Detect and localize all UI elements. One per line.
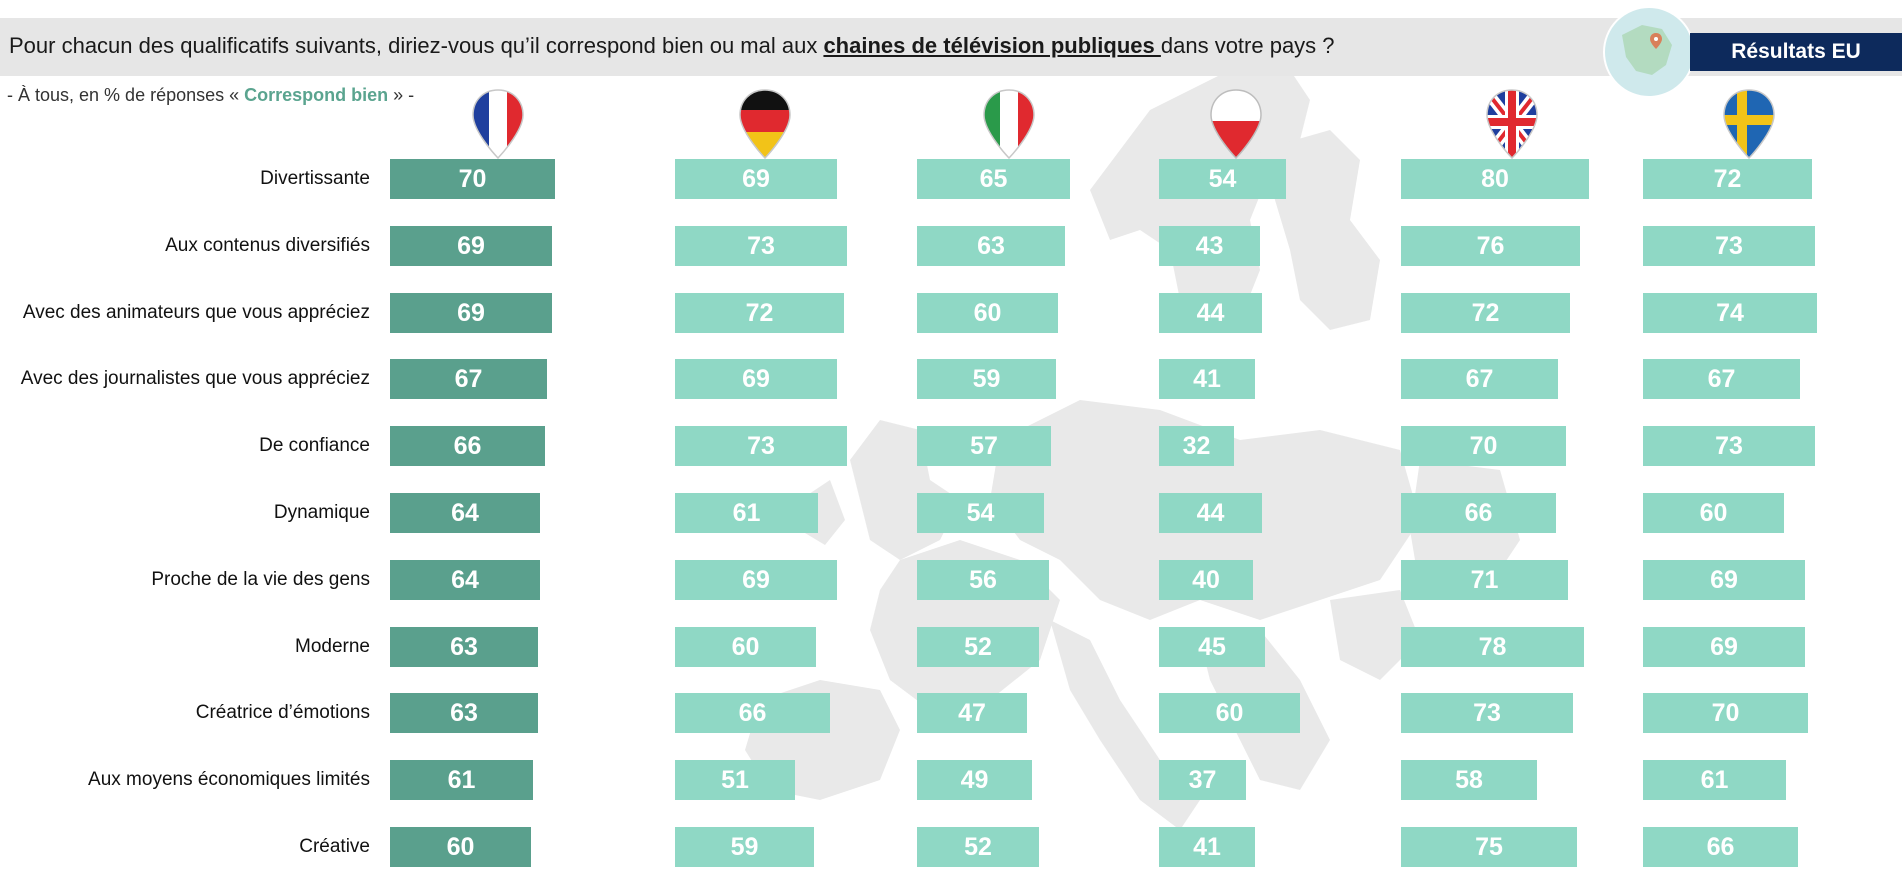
sweden-flag-icon <box>1723 89 1775 160</box>
italy-bar: 47 <box>917 693 1027 733</box>
category-label: Aux contenus diversifiés <box>165 235 370 256</box>
germany-bar: 61 <box>675 493 818 533</box>
poland-bar: 40 <box>1159 560 1253 600</box>
uk-bar: 58 <box>1401 760 1537 800</box>
chart-subtitle: - À tous, en % de réponses « Correspond … <box>7 85 414 106</box>
subtitle-accent: Correspond bien <box>244 85 389 105</box>
category-label: Créative <box>299 836 370 857</box>
france-bar: 60 <box>390 827 531 867</box>
uk-bar: 71 <box>1401 560 1568 600</box>
uk-bar: 75 <box>1401 827 1577 867</box>
poland-bar: 45 <box>1159 627 1265 667</box>
germany-bar: 69 <box>675 560 837 600</box>
italy-bar: 59 <box>917 359 1056 399</box>
france-bar: 61 <box>390 760 533 800</box>
uk-bar: 80 <box>1401 159 1589 199</box>
question-emphasis: chaines de télévision publiques <box>823 33 1161 58</box>
uk-bar: 72 <box>1401 293 1570 333</box>
question-banner <box>0 18 1902 76</box>
poland-bar: 54 <box>1159 159 1286 199</box>
category-label: Divertissante <box>260 168 370 189</box>
category-label: Aux moyens économiques limités <box>88 769 370 790</box>
germany-bar: 59 <box>675 827 814 867</box>
subtitle-part-1: - À tous, en % de réponses « <box>7 85 245 105</box>
category-label: Créatrice d’émotions <box>195 702 370 723</box>
france-bar: 69 <box>390 293 552 333</box>
france-bar: 69 <box>390 226 552 266</box>
sweden-bar: 73 <box>1643 426 1815 466</box>
poland-bar: 43 <box>1159 226 1260 266</box>
uk-bar: 70 <box>1401 426 1566 466</box>
sweden-bar: 69 <box>1643 560 1805 600</box>
italy-bar: 52 <box>917 827 1039 867</box>
poland-bar: 41 <box>1159 359 1255 399</box>
germany-bar: 66 <box>675 693 830 733</box>
italy-bar: 52 <box>917 627 1039 667</box>
uk-flag-icon <box>1486 89 1538 160</box>
category-label: Proche de la vie des gens <box>151 569 370 590</box>
germany-flag-icon <box>739 89 791 160</box>
germany-bar: 69 <box>675 159 837 199</box>
poland-bar: 44 <box>1159 493 1262 533</box>
category-label: Moderne <box>295 636 370 657</box>
france-flag-icon <box>472 89 524 160</box>
poland-bar: 41 <box>1159 827 1255 867</box>
italy-bar: 49 <box>917 760 1032 800</box>
results-eu-badge: Résultats EU <box>1690 33 1902 71</box>
germany-bar: 73 <box>675 426 847 466</box>
france-bar: 70 <box>390 159 555 199</box>
sweden-bar: 74 <box>1643 293 1817 333</box>
poland-bar: 32 <box>1159 426 1234 466</box>
germany-bar: 73 <box>675 226 847 266</box>
globe-icon <box>1603 6 1695 98</box>
germany-bar: 60 <box>675 627 816 667</box>
germany-bar: 69 <box>675 359 837 399</box>
uk-bar: 67 <box>1401 359 1558 399</box>
poland-bar: 37 <box>1159 760 1246 800</box>
sweden-bar: 70 <box>1643 693 1808 733</box>
sweden-bar: 73 <box>1643 226 1815 266</box>
france-bar: 64 <box>390 560 540 600</box>
poland-flag-icon <box>1210 89 1262 160</box>
france-bar: 66 <box>390 426 545 466</box>
france-bar: 67 <box>390 359 547 399</box>
category-label: Dynamique <box>273 502 370 523</box>
sweden-bar: 60 <box>1643 493 1784 533</box>
question-text: Pour chacun des qualificatifs suivants, … <box>9 33 1335 59</box>
italy-bar: 63 <box>917 226 1065 266</box>
sweden-bar: 67 <box>1643 359 1800 399</box>
category-label: De confiance <box>259 435 370 456</box>
poland-bar: 44 <box>1159 293 1262 333</box>
italy-flag-icon <box>983 89 1035 160</box>
category-label: Avec des animateurs que vous appréciez <box>22 302 370 323</box>
italy-bar: 65 <box>917 159 1070 199</box>
france-bar: 64 <box>390 493 540 533</box>
sweden-bar: 72 <box>1643 159 1812 199</box>
uk-bar: 73 <box>1401 693 1573 733</box>
question-part-2: dans votre pays ? <box>1160 33 1335 58</box>
italy-bar: 57 <box>917 426 1051 466</box>
italy-bar: 54 <box>917 493 1044 533</box>
subtitle-part-2: » - <box>388 85 415 105</box>
poland-bar: 60 <box>1159 693 1300 733</box>
france-bar: 63 <box>390 627 538 667</box>
sweden-bar: 69 <box>1643 627 1805 667</box>
question-part-1: Pour chacun des qualificatifs suivants, … <box>9 33 824 58</box>
uk-bar: 66 <box>1401 493 1556 533</box>
uk-bar: 76 <box>1401 226 1580 266</box>
italy-bar: 56 <box>917 560 1049 600</box>
france-bar: 63 <box>390 693 538 733</box>
category-label: Avec des journalistes que vous appréciez <box>20 368 370 389</box>
uk-bar: 78 <box>1401 627 1584 667</box>
sweden-bar: 66 <box>1643 827 1798 867</box>
germany-bar: 72 <box>675 293 844 333</box>
italy-bar: 60 <box>917 293 1058 333</box>
sweden-bar: 61 <box>1643 760 1786 800</box>
germany-bar: 51 <box>675 760 795 800</box>
